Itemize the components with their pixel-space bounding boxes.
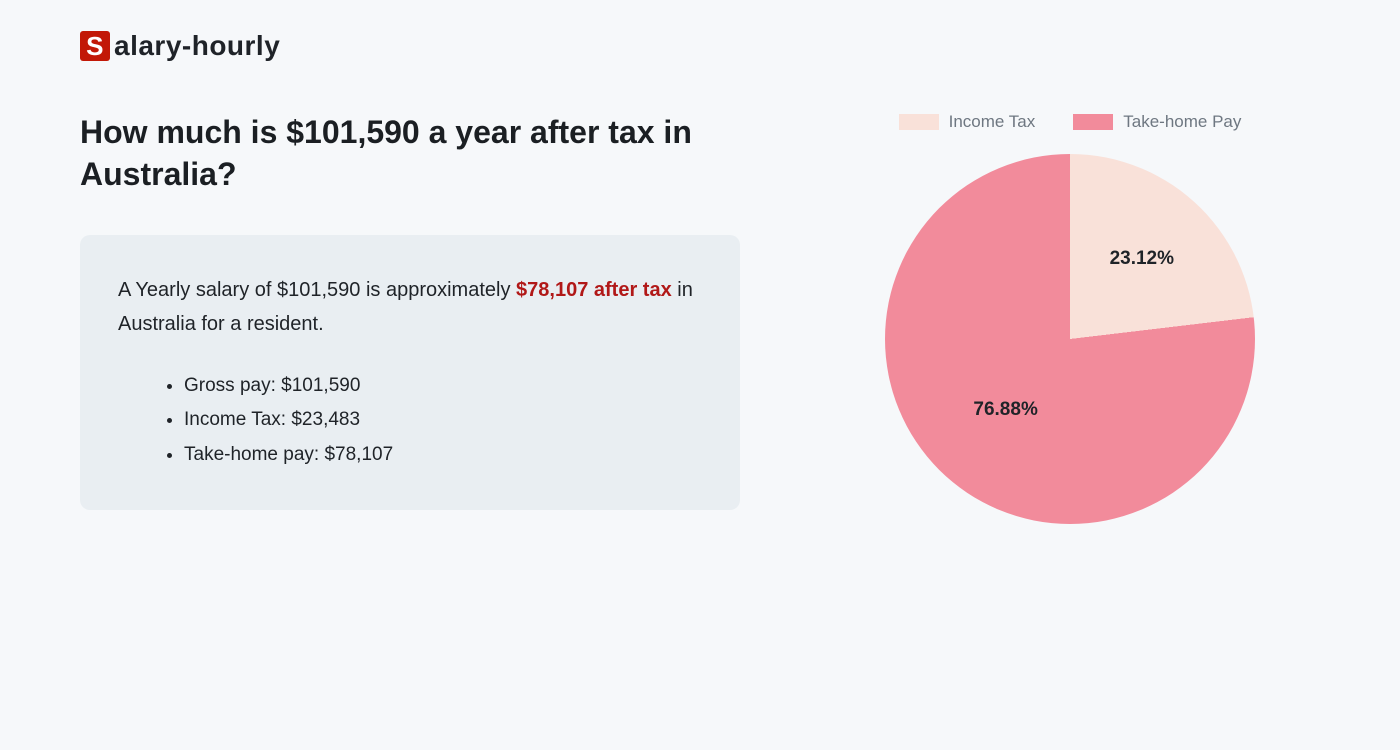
legend-swatch — [899, 114, 939, 130]
pie-label-take-home: 76.88% — [973, 399, 1037, 421]
logo-text: alary-hourly — [114, 30, 280, 62]
summary-text: A Yearly salary of $101,590 is approxima… — [118, 273, 702, 341]
legend-label: Take-home Pay — [1123, 112, 1241, 132]
page-title: How much is $101,590 a year after tax in… — [80, 112, 740, 195]
pie-chart: 23.12% 76.88% — [885, 154, 1255, 524]
legend-label: Income Tax — [949, 112, 1036, 132]
summary-pre: A Yearly salary of $101,590 is approxima… — [118, 279, 516, 301]
legend-item-income-tax: Income Tax — [899, 112, 1036, 132]
summary-highlight: $78,107 after tax — [516, 279, 672, 301]
pie-circle — [885, 154, 1255, 524]
pie-label-income-tax: 23.12% — [1110, 248, 1174, 270]
site-logo: S alary-hourly — [80, 30, 1320, 62]
logo-s-block: S — [80, 31, 110, 61]
list-item: Take-home pay: $78,107 — [184, 438, 702, 472]
summary-card: A Yearly salary of $101,590 is approxima… — [80, 235, 740, 510]
list-item: Income Tax: $23,483 — [184, 403, 702, 437]
legend-swatch — [1073, 114, 1113, 130]
legend-item-take-home: Take-home Pay — [1073, 112, 1241, 132]
chart-legend: Income Tax Take-home Pay — [899, 112, 1242, 132]
right-column: Income Tax Take-home Pay 23.12% 76.88% — [820, 112, 1320, 524]
left-column: How much is $101,590 a year after tax in… — [80, 112, 740, 524]
bullet-list: Gross pay: $101,590 Income Tax: $23,483 … — [118, 369, 702, 472]
list-item: Gross pay: $101,590 — [184, 369, 702, 403]
main-content: How much is $101,590 a year after tax in… — [80, 112, 1320, 524]
